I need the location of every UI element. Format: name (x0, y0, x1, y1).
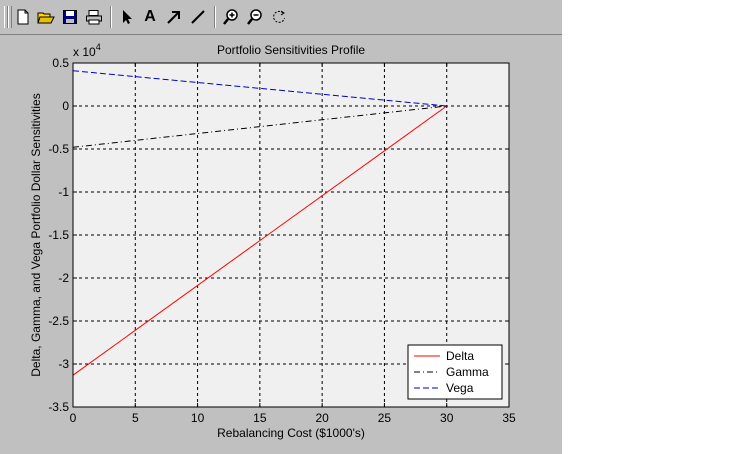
x-tick-label: 20 (315, 411, 329, 425)
y-tick-label: -0.5 (48, 142, 69, 156)
new-figure-button[interactable] (12, 6, 34, 28)
toolbar-separator (110, 6, 112, 28)
zoom-out-button[interactable] (244, 6, 266, 28)
y-tick-label: -3 (58, 357, 69, 371)
y-tick-label: -1.5 (48, 228, 69, 242)
rotate-3d-icon (273, 10, 285, 23)
insert-line-button[interactable] (187, 6, 209, 28)
x-tick-label: 0 (70, 411, 77, 425)
select-arrow-icon (123, 10, 132, 24)
legend-label-vega: Vega (446, 381, 474, 395)
save-button[interactable] (59, 6, 81, 28)
y-axis-label: Delta, Gamma, and Vega Portfolio Dollar … (29, 93, 43, 376)
insert-arrow-icon (167, 11, 180, 24)
x-tick-label: 10 (191, 411, 205, 425)
insert-text-button[interactable]: A (139, 6, 161, 28)
toolbar-grip[interactable] (8, 6, 12, 28)
x-tick-label: 15 (253, 411, 267, 425)
series-line-delta (72, 105, 448, 376)
legend-label-gamma: Gamma (446, 365, 489, 379)
y-tick-label: -2 (58, 271, 69, 285)
y-tick-label: -3.5 (48, 400, 69, 414)
zoom-in-button[interactable] (220, 6, 242, 28)
open-button[interactable] (35, 6, 57, 28)
zoom-out-icon (247, 9, 262, 25)
x-tick-label: 30 (440, 411, 454, 425)
legend-label-delta: Delta (446, 349, 474, 363)
y-multiplier-base: x 10 (73, 45, 96, 59)
series-layer (72, 70, 448, 376)
grid-lines (73, 63, 509, 407)
toolbar-separator (214, 6, 216, 28)
x-tick-label: 5 (132, 411, 139, 425)
x-axis-label: Rebalancing Cost ($1000's) (217, 426, 365, 440)
figure-window: A (0, 0, 562, 454)
open-folder-icon (37, 12, 55, 24)
ticks: 0 5 10 15 20 25 30 35 0.5 0 -0.5 -1 -1.5 -2 -2.5 -3 -3.5 (48, 56, 516, 425)
y-tick-label: 0 (62, 99, 69, 113)
insert-text-icon: A (144, 8, 156, 25)
y-tick-label: 0.5 (52, 56, 69, 70)
print-icon (86, 10, 102, 25)
rotate-button[interactable] (268, 6, 290, 28)
y-tick-label: -2.5 (48, 314, 69, 328)
insert-line-icon (191, 10, 205, 24)
x-tick-label: 25 (378, 411, 392, 425)
new-figure-icon (17, 9, 29, 25)
series-line-gamma (72, 105, 447, 148)
x-tick-label: 35 (502, 411, 516, 425)
legend[interactable]: Delta Gamma Vega (407, 344, 503, 400)
y-multiplier-exponent: 4 (96, 42, 101, 52)
zoom-in-icon (223, 9, 238, 25)
select-button[interactable] (116, 6, 138, 28)
figure-toolbar: A (0, 0, 562, 35)
y-tick-label: -1 (58, 185, 69, 199)
save-icon (63, 10, 77, 24)
chart-title: Portfolio Sensitivities Profile (217, 43, 365, 57)
print-button[interactable] (83, 6, 105, 28)
toolbar-grip[interactable] (4, 6, 8, 28)
insert-arrow-button[interactable] (163, 6, 185, 28)
y-multiplier-label: x 104 (73, 42, 101, 59)
figure-canvas: 0 5 10 15 20 25 30 35 0.5 0 -0.5 -1 -1.5 -2 -2.5 -3 -3.5… (29, 42, 516, 440)
